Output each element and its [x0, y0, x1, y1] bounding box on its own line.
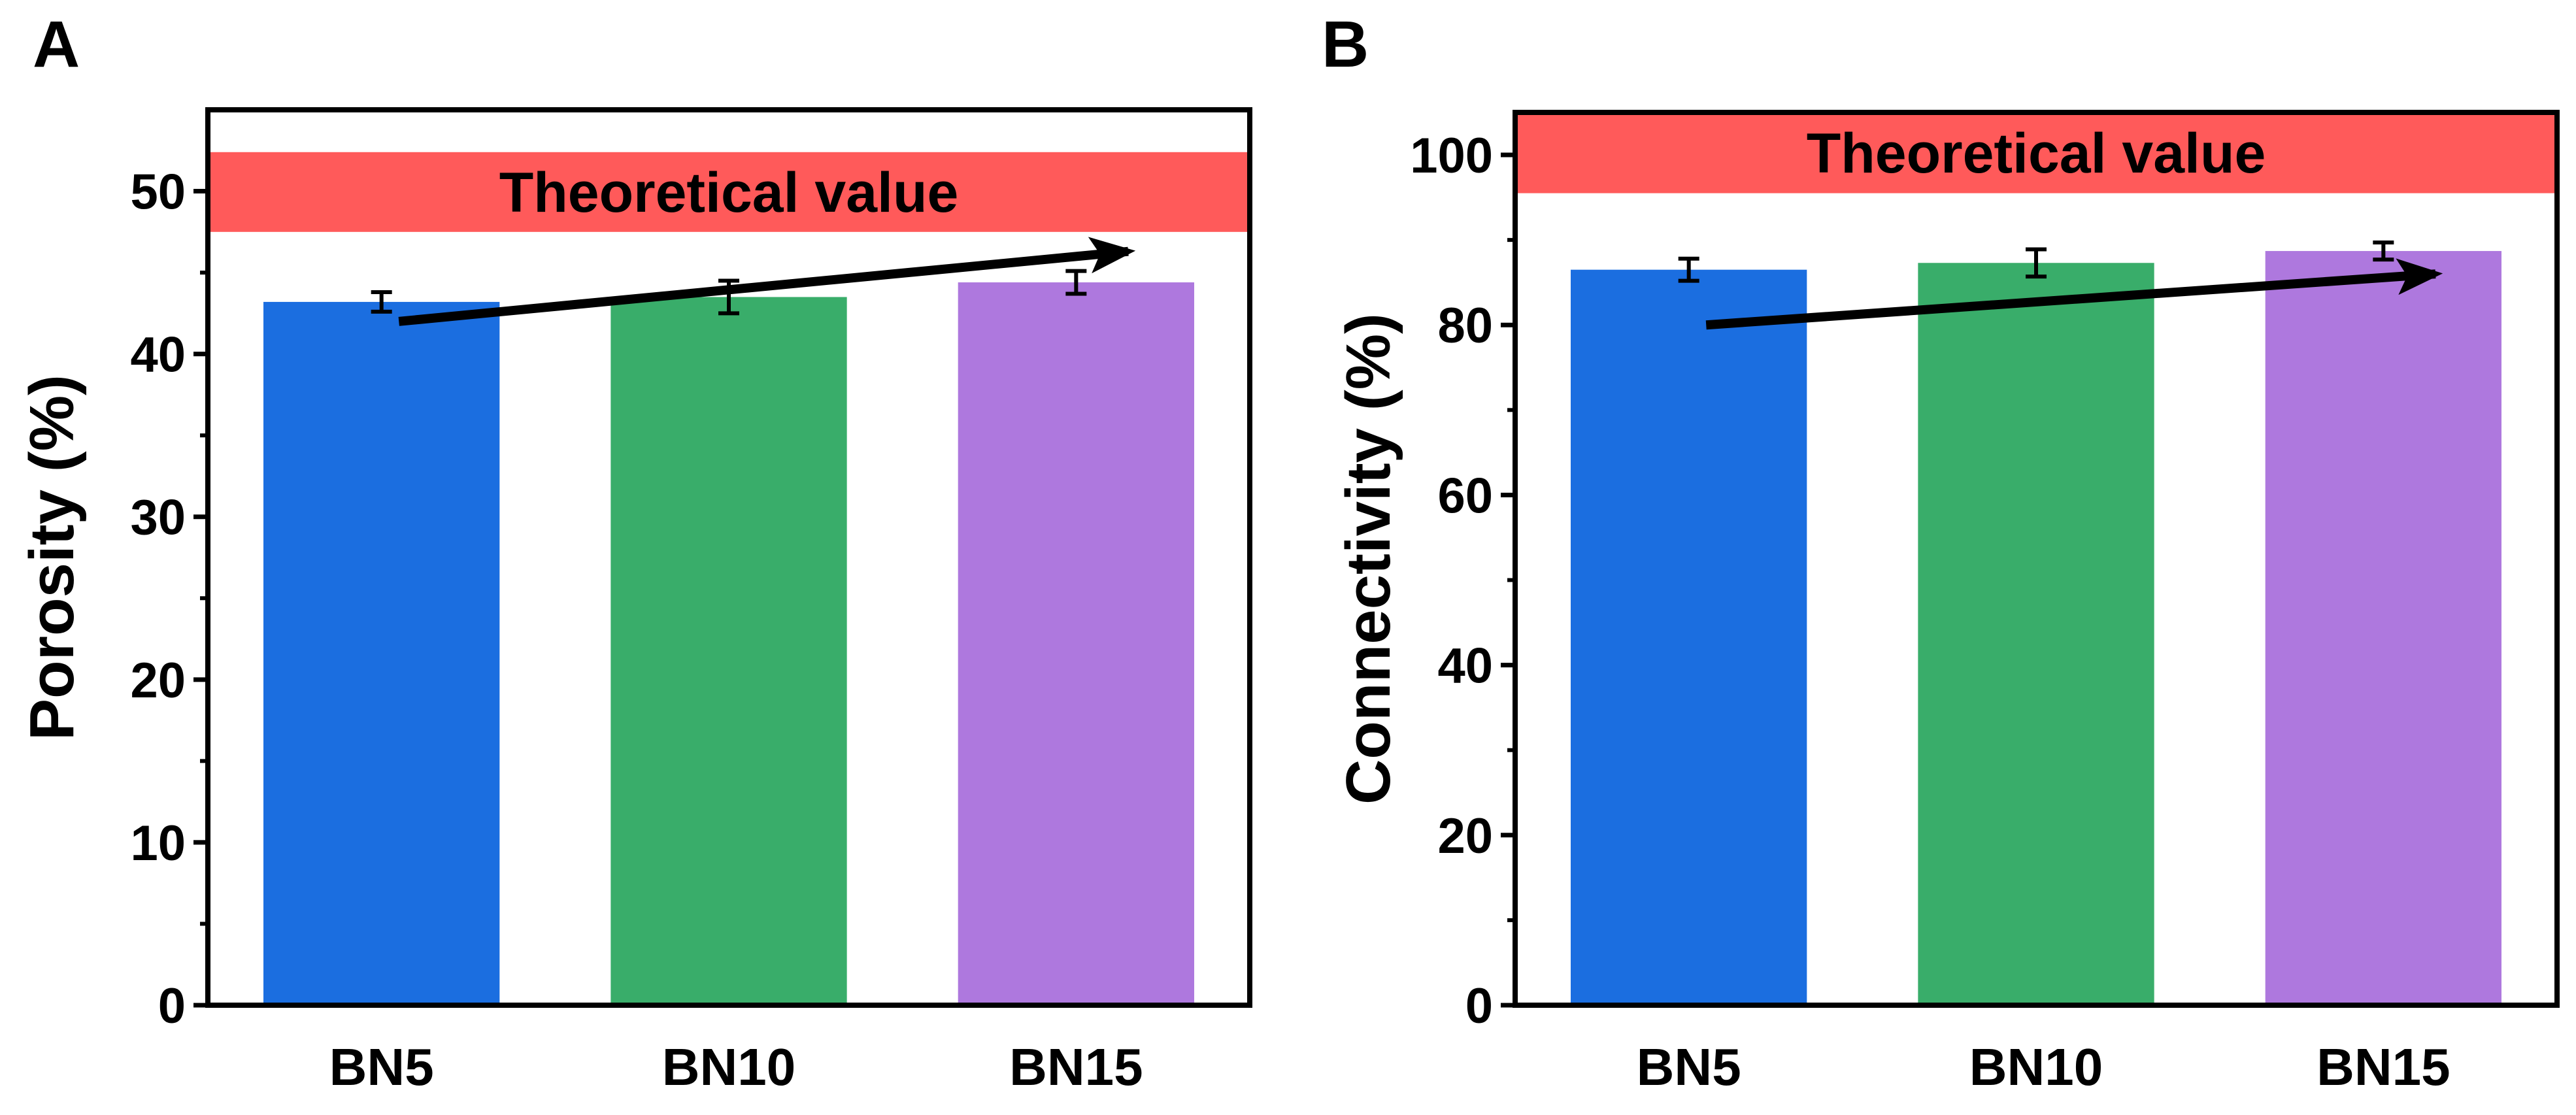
bar-bn5	[1571, 269, 1807, 1006]
error-bar-bn5	[1678, 256, 1699, 283]
bar-bn5	[263, 301, 500, 1006]
y-tick-label: 0	[158, 978, 186, 1034]
y-tick-label: 100	[1410, 128, 1493, 184]
y-tick-label: 30	[130, 490, 186, 546]
y-tick-label: 80	[1437, 298, 1493, 354]
y-tick-label: 20	[130, 653, 186, 708]
x-tick-label: BN15	[2317, 1038, 2451, 1096]
theoretical-band-label: Theoretical value	[499, 161, 959, 224]
x-tick-label: BN5	[1637, 1038, 1741, 1096]
error-bar-bn5	[371, 290, 392, 314]
plot-frame	[205, 107, 1252, 1008]
y-tick-label: 20	[1437, 808, 1493, 864]
y-tick-label: 50	[130, 165, 186, 220]
y-tick-label: 0	[1465, 978, 1493, 1034]
y-axis-label: Connectivity (%)	[1333, 313, 1403, 805]
error-bar-bn15	[1065, 269, 1087, 296]
chart-panel-b: B Theoretical value 0 20 40 60 80 100 BN5 BN10 BN1…	[1322, 8, 2560, 1096]
x-tick-label: BN10	[662, 1038, 796, 1096]
bar-bn15	[958, 282, 1194, 1005]
theoretical-band-label: Theoretical value	[1807, 122, 2266, 185]
y-tick-label: 40	[1437, 639, 1493, 694]
panel-label: A	[33, 8, 80, 81]
x-tick-label: BN10	[1969, 1038, 2103, 1096]
bar-bn15	[2265, 251, 2501, 1006]
x-tick-label: BN5	[329, 1038, 434, 1096]
bar-bn10	[1918, 263, 2154, 1006]
error-bar-bn15	[2373, 241, 2394, 262]
error-bar-bn10	[2026, 247, 2047, 279]
bar-bn10	[611, 297, 847, 1005]
plot-frame	[1513, 110, 2560, 1008]
theoretical-band	[208, 152, 1250, 232]
trend-arrow	[1705, 258, 2443, 330]
y-tick-label: 40	[130, 327, 186, 383]
y-tick-label: 60	[1437, 468, 1493, 524]
y-axis-label: Porosity (%)	[17, 374, 87, 741]
panel-label: B	[1322, 8, 1369, 81]
chart-panel-a: A Theoretical value 0 10 20 30 40 50 BN5 BN10 BN15…	[17, 8, 1252, 1096]
x-tick-label: BN15	[1009, 1038, 1143, 1096]
y-tick-label: 10	[130, 816, 186, 871]
theoretical-band	[1515, 112, 2557, 193]
trend-arrow	[398, 237, 1136, 326]
